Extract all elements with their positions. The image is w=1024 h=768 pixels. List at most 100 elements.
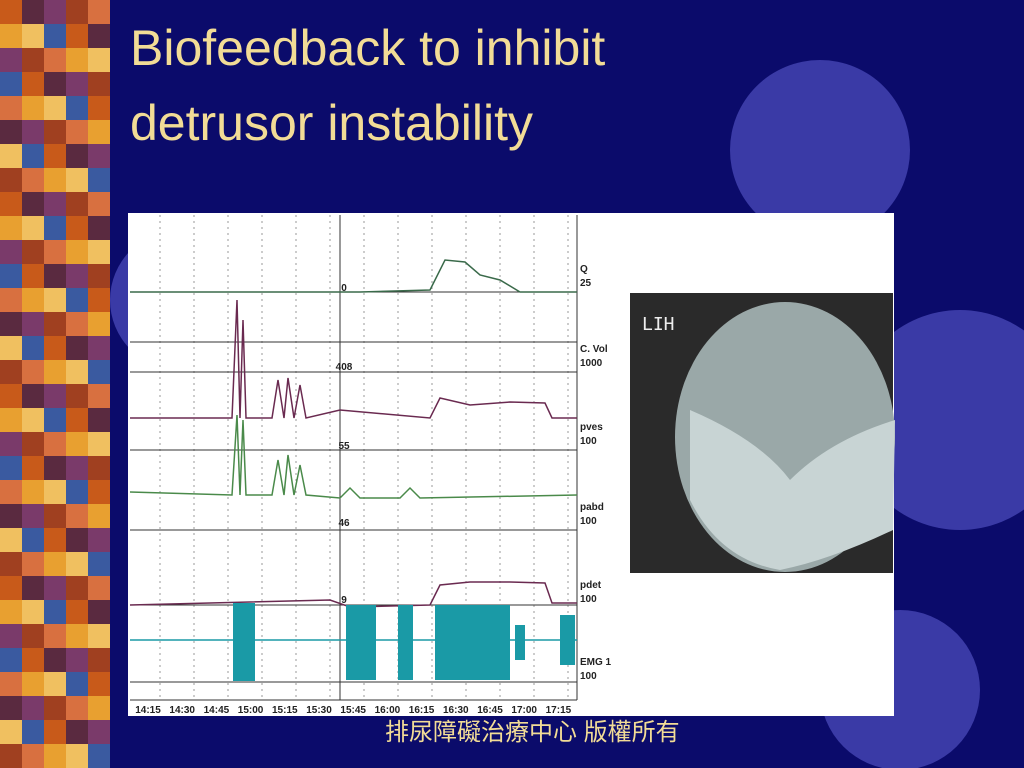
footer: 排尿障礙治療中心 版權所有 [385,719,680,746]
time-label: 14:45 [204,705,230,716]
tile [88,576,110,600]
time-label: 16:00 [375,705,401,716]
tile [0,624,22,648]
tile [88,48,110,72]
channel-scale: 100 [580,594,597,605]
tile [88,552,110,576]
tile [0,264,22,288]
tile [88,648,110,672]
tile [44,384,66,408]
tile [88,192,110,216]
tile [66,168,88,192]
tile [22,312,44,336]
tile [88,624,110,648]
channel-scale: 25 [580,278,592,289]
tile [0,384,22,408]
tile [0,168,22,192]
tile [44,24,66,48]
tile [44,552,66,576]
tile [66,0,88,24]
tile [44,648,66,672]
tile [44,720,66,744]
tile [44,744,66,768]
reading: 9 [341,595,347,606]
time-label: 14:30 [169,705,195,716]
tile [0,216,22,240]
tile [88,480,110,504]
channel-name: pdet [580,580,602,591]
tile [0,192,22,216]
tile [44,168,66,192]
tile [44,144,66,168]
tile [0,744,22,768]
image-label: LIH [642,314,675,335]
tile [44,456,66,480]
time-label: 15:30 [306,705,332,716]
tile [0,288,22,312]
channel-name: pves [580,422,603,433]
tile [44,192,66,216]
tile [44,408,66,432]
tile [66,552,88,576]
tile [22,672,44,696]
tile [0,408,22,432]
tile [66,504,88,528]
tile [66,360,88,384]
tile [66,384,88,408]
tile [66,480,88,504]
channel-labels: Q 25 C. Vol 1000 pves 100 pabd 100 pdet 100 EMG 1 1… [580,264,612,682]
tile [22,336,44,360]
tile [66,72,88,96]
tile [44,216,66,240]
channel-name: pabd [580,502,604,513]
tile [88,432,110,456]
tile [66,456,88,480]
tile [88,408,110,432]
tile [0,696,22,720]
tile [88,528,110,552]
tile [66,96,88,120]
tile [22,504,44,528]
tile [88,240,110,264]
title-line: Biofeedback to inhibit [130,20,605,76]
tile [0,96,22,120]
tile [44,432,66,456]
tile [66,744,88,768]
time-label: 15:00 [238,705,264,716]
channel-name: Q [580,264,588,275]
tile [22,600,44,624]
tile [22,0,44,24]
tile [0,120,22,144]
tile [88,720,110,744]
tile [0,312,22,336]
reading: 0 [341,283,347,294]
tile [22,288,44,312]
tile [22,216,44,240]
tile [44,528,66,552]
tile [22,480,44,504]
tile [88,144,110,168]
channel-scale: 1000 [580,358,603,369]
tile [88,24,110,48]
tile [44,336,66,360]
tile [44,312,66,336]
tile [22,384,44,408]
tile [88,384,110,408]
tile [44,120,66,144]
tile [0,552,22,576]
tile [88,216,110,240]
tile [44,72,66,96]
tile [0,504,22,528]
tile [0,648,22,672]
tile [88,72,110,96]
tile [0,672,22,696]
tile [0,360,22,384]
tile [66,624,88,648]
tile [44,288,66,312]
tile [0,432,22,456]
tile [66,576,88,600]
tile [88,264,110,288]
tile [44,48,66,72]
tile [0,0,22,24]
